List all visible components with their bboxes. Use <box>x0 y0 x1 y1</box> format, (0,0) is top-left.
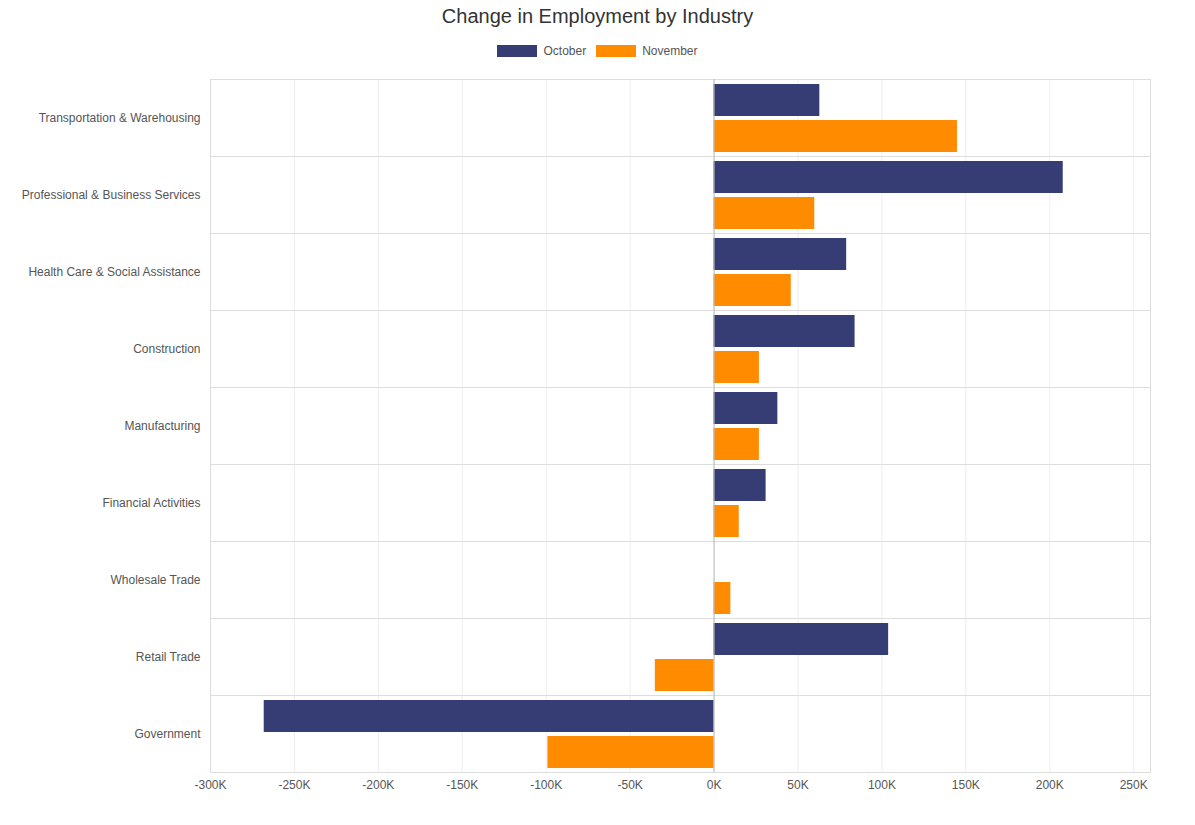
svg-text:Financial Activities: Financial Activities <box>102 496 200 510</box>
svg-text:Government: Government <box>134 727 201 741</box>
svg-text:150K: 150K <box>952 778 980 792</box>
svg-text:Professional & Business Servic: Professional & Business Services <box>22 188 201 202</box>
html-text:October: October <box>543 44 587 58</box>
svg-text:-150K: -150K <box>446 778 478 792</box>
svg-text:Health Care & Social Assistanc: Health Care & Social Assistance <box>28 265 200 279</box>
svg-text:-300K: -300K <box>194 778 226 792</box>
svg-text:100K: 100K <box>868 778 896 792</box>
svg-text:50K: 50K <box>787 778 808 792</box>
svg-text:Construction: Construction <box>133 342 200 356</box>
svg-text:200K: 200K <box>1036 778 1064 792</box>
svg-text:Transportation & Warehousing: Transportation & Warehousing <box>39 111 201 125</box>
svg-text:Manufacturing: Manufacturing <box>124 419 200 433</box>
html-text:November: November <box>642 44 698 58</box>
svg-text:-200K: -200K <box>362 778 394 792</box>
svg-text:0K: 0K <box>707 778 722 792</box>
svg-text:Retail Trade: Retail Trade <box>136 650 201 664</box>
svg-text:-250K: -250K <box>278 778 310 792</box>
html-text:Change in Employment by Indust: Change in Employment by Industry <box>441 5 754 27</box>
svg-text:Wholesale Trade: Wholesale Trade <box>110 573 200 587</box>
svg-text:-50K: -50K <box>617 778 642 792</box>
svg-text:250K: 250K <box>1120 778 1148 792</box>
svg-text:-100K: -100K <box>530 778 562 792</box>
